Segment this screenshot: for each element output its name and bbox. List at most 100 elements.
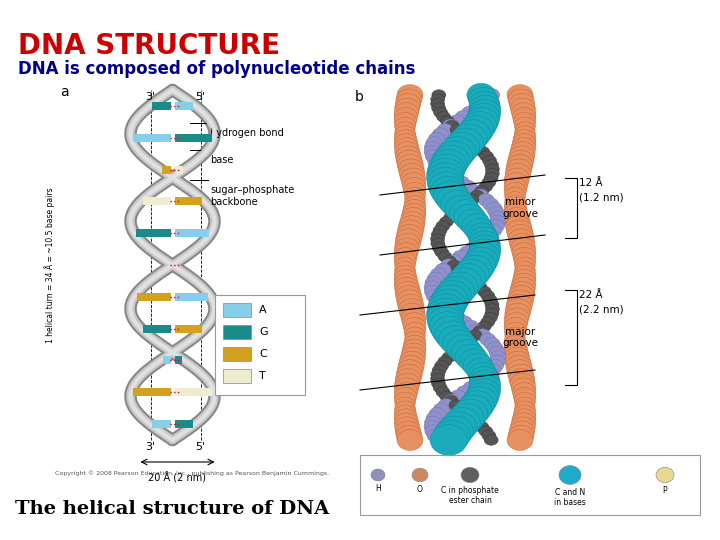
Ellipse shape <box>431 374 444 384</box>
Ellipse shape <box>508 229 534 249</box>
Ellipse shape <box>458 209 489 234</box>
Ellipse shape <box>431 434 446 447</box>
Ellipse shape <box>487 359 503 372</box>
Ellipse shape <box>429 407 445 420</box>
Text: (1.2 nm): (1.2 nm) <box>579 192 624 202</box>
Ellipse shape <box>510 373 535 393</box>
Ellipse shape <box>431 103 446 113</box>
Ellipse shape <box>463 320 479 333</box>
Ellipse shape <box>510 277 536 297</box>
Ellipse shape <box>469 91 500 116</box>
Ellipse shape <box>490 350 506 363</box>
Ellipse shape <box>513 134 536 152</box>
Ellipse shape <box>460 409 474 419</box>
Text: 3': 3' <box>145 92 156 102</box>
Bar <box>174 197 202 205</box>
Ellipse shape <box>514 126 536 143</box>
Ellipse shape <box>399 299 424 319</box>
Ellipse shape <box>490 346 505 359</box>
Ellipse shape <box>435 247 449 258</box>
Ellipse shape <box>511 413 536 432</box>
Ellipse shape <box>431 98 444 109</box>
Ellipse shape <box>454 259 490 289</box>
Ellipse shape <box>463 354 492 378</box>
Ellipse shape <box>441 190 474 218</box>
Ellipse shape <box>446 268 482 298</box>
Ellipse shape <box>434 281 472 311</box>
Ellipse shape <box>514 392 536 409</box>
Ellipse shape <box>463 334 477 345</box>
Bar <box>151 420 171 428</box>
Ellipse shape <box>395 112 416 130</box>
Bar <box>223 325 251 339</box>
Text: O: O <box>417 485 423 494</box>
Ellipse shape <box>426 412 442 424</box>
Ellipse shape <box>449 200 482 226</box>
Ellipse shape <box>431 238 445 249</box>
Ellipse shape <box>469 87 498 111</box>
Ellipse shape <box>460 180 476 193</box>
Bar <box>174 388 212 396</box>
Ellipse shape <box>395 405 416 423</box>
Ellipse shape <box>455 111 472 123</box>
Ellipse shape <box>424 145 440 158</box>
Ellipse shape <box>480 151 493 161</box>
Ellipse shape <box>457 255 492 284</box>
Ellipse shape <box>433 382 447 393</box>
Ellipse shape <box>395 98 420 118</box>
Ellipse shape <box>444 212 458 222</box>
Ellipse shape <box>512 242 536 262</box>
Ellipse shape <box>395 413 418 432</box>
Ellipse shape <box>425 416 441 429</box>
Ellipse shape <box>395 93 420 114</box>
Ellipse shape <box>442 352 456 362</box>
Text: 20 Å (2 nm): 20 Å (2 nm) <box>148 472 207 483</box>
Ellipse shape <box>426 150 441 163</box>
Ellipse shape <box>439 217 454 227</box>
Ellipse shape <box>484 338 500 350</box>
Ellipse shape <box>429 294 445 307</box>
Ellipse shape <box>428 307 464 337</box>
Ellipse shape <box>398 159 424 180</box>
Ellipse shape <box>403 199 426 218</box>
Ellipse shape <box>447 172 463 184</box>
Text: A: A <box>259 305 266 315</box>
Ellipse shape <box>399 216 424 237</box>
Ellipse shape <box>452 265 466 275</box>
Ellipse shape <box>480 93 495 106</box>
Ellipse shape <box>444 307 459 320</box>
Ellipse shape <box>511 378 536 397</box>
Ellipse shape <box>400 164 425 184</box>
Bar <box>153 102 171 110</box>
Ellipse shape <box>427 272 444 285</box>
Ellipse shape <box>506 220 532 241</box>
Ellipse shape <box>509 369 534 389</box>
Ellipse shape <box>508 286 534 306</box>
Bar <box>133 388 171 396</box>
Bar <box>215 295 305 395</box>
Ellipse shape <box>454 404 468 415</box>
Ellipse shape <box>514 265 536 283</box>
Ellipse shape <box>447 260 461 271</box>
Ellipse shape <box>505 347 529 367</box>
Ellipse shape <box>402 313 426 332</box>
Ellipse shape <box>432 90 446 100</box>
Ellipse shape <box>475 373 491 385</box>
Ellipse shape <box>514 401 536 418</box>
Ellipse shape <box>505 331 526 348</box>
Text: DNA STRUCTURE: DNA STRUCTURE <box>18 32 280 60</box>
Ellipse shape <box>459 116 494 144</box>
Ellipse shape <box>395 387 417 406</box>
Ellipse shape <box>429 289 467 320</box>
Ellipse shape <box>466 241 482 254</box>
Ellipse shape <box>443 132 480 163</box>
Ellipse shape <box>395 392 415 409</box>
Ellipse shape <box>469 375 501 401</box>
Ellipse shape <box>447 128 483 158</box>
Ellipse shape <box>402 178 426 196</box>
Ellipse shape <box>395 141 420 162</box>
Ellipse shape <box>469 370 500 396</box>
Ellipse shape <box>395 421 420 442</box>
Ellipse shape <box>515 257 535 274</box>
Ellipse shape <box>424 421 440 433</box>
